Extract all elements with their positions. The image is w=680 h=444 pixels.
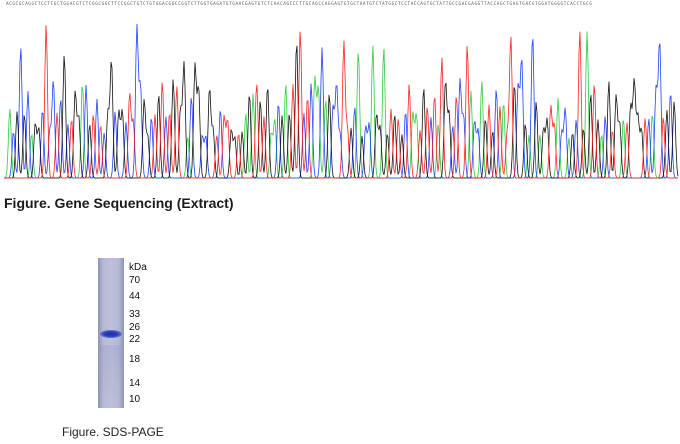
marker-label: 22	[129, 334, 141, 345]
marker-label: 18	[129, 354, 141, 365]
trace-C	[4, 23, 678, 179]
marker-label: 10	[129, 394, 141, 405]
gel-background-smear	[100, 345, 122, 400]
sds-page-caption: Figure. SDS-PAGE	[62, 425, 164, 439]
marker-label: 33	[129, 309, 141, 320]
marker-label: 14	[129, 378, 141, 389]
sequence-base-calls: ACGCGCAGGCTCCTCGCTGGACGTCTCGGCGGCTTCCGGC…	[6, 2, 593, 7]
marker-label: 44	[129, 291, 141, 302]
sequencing-figure-title: Figure. Gene Sequencing (Extract)	[4, 195, 234, 211]
marker-unit-label: kDa	[129, 262, 147, 273]
sequencing-chromatogram	[3, 23, 679, 179]
trace-T	[4, 25, 678, 179]
marker-label: 26	[129, 322, 141, 333]
protein-band	[100, 330, 122, 338]
marker-label: 70	[129, 275, 141, 286]
